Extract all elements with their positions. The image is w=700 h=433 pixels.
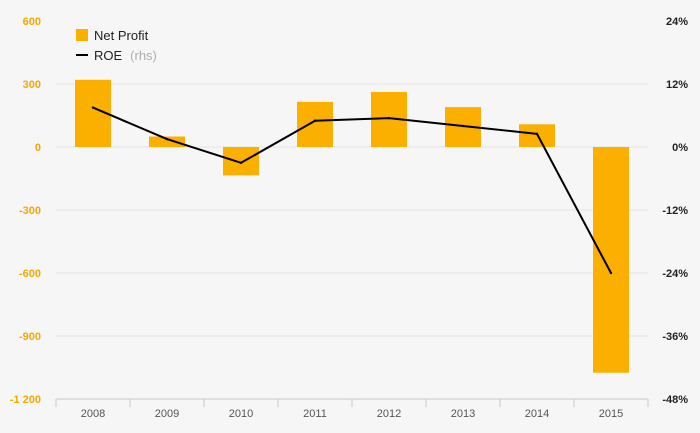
x-tick-label: 2014 (525, 408, 549, 420)
gridlines (56, 83, 648, 337)
x-tick-label: 2010 (229, 408, 253, 420)
net-profit-bar (149, 136, 185, 147)
y-axis-right: 24% 12% 0% -12% -24% -36% -48% (662, 16, 688, 406)
y-left-tick-label: 600 (23, 16, 41, 28)
y-left-tick-label: 300 (23, 79, 41, 91)
roe-point (165, 137, 169, 141)
legend-label-net-profit: Net Profit (94, 28, 149, 43)
roe-point (239, 161, 243, 164)
net-profit-bar (297, 101, 333, 147)
y-right-tick-label: -12% (662, 205, 688, 217)
y-right-tick-label: -48% (662, 394, 688, 406)
net-profit-bar (593, 147, 629, 373)
roe-point (387, 116, 391, 120)
y-left-tick-label: 0 (35, 142, 41, 154)
roe-point (91, 106, 95, 109)
x-tick-label: 2011 (303, 408, 327, 420)
x-tick-label: 2013 (451, 408, 475, 420)
net-profit-bars (75, 79, 629, 373)
x-tick-label: 2009 (155, 408, 179, 420)
y-axis-left: 600 300 0 -300 -600 -900 -1 200 (10, 16, 41, 406)
y-right-tick-label: 24% (666, 16, 688, 28)
x-tick-label: 2015 (599, 408, 623, 420)
y-left-tick-label: -900 (19, 331, 41, 343)
net-profit-bar (223, 147, 259, 176)
legend: Net Profit ROE (rhs) (76, 28, 157, 64)
y-right-tick-label: 0% (672, 142, 688, 154)
roe-point (313, 119, 317, 122)
y-left-tick-label: -1 200 (10, 394, 41, 406)
y-right-tick-label: -24% (662, 268, 688, 280)
legend-label-roe-suffix: (rhs) (130, 48, 157, 63)
y-right-tick-label: -36% (662, 331, 688, 343)
x-tick-label: 2012 (377, 408, 401, 420)
x-axis: 2008 2009 2010 2011 2012 2013 2014 2015 (55, 398, 649, 420)
roe-line (91, 106, 613, 275)
roe-point (609, 271, 613, 275)
roe-series-line (92, 106, 612, 274)
y-left-tick-label: -300 (19, 205, 41, 217)
roe-point (461, 124, 465, 128)
roe-point (535, 132, 539, 136)
legend-swatch-net-profit (76, 29, 88, 41)
legend-label-roe-name: ROE (94, 48, 123, 63)
x-tick-label: 2008 (81, 408, 105, 420)
legend-label-roe: ROE (rhs) (94, 47, 157, 64)
y-right-tick-label: 12% (666, 79, 688, 91)
y-left-tick-label: -600 (19, 268, 41, 280)
